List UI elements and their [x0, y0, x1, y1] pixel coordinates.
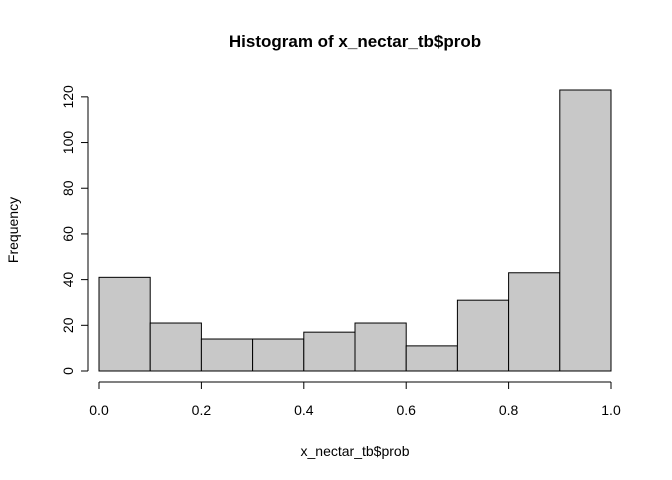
- y-tick-label: 40: [60, 272, 76, 288]
- chart-title: Histogram of x_nectar_tb$prob: [229, 32, 481, 51]
- histogram-bar: [149, 322, 202, 372]
- y-tick-label: 100: [60, 131, 76, 155]
- x-tick-label: 1.0: [601, 402, 621, 418]
- x-tick-label: 0.6: [396, 402, 416, 418]
- histogram-bar: [508, 272, 561, 372]
- x-axis-label: x_nectar_tb$prob: [301, 443, 410, 459]
- histogram-bar: [559, 89, 612, 372]
- histogram-bar: [303, 331, 356, 372]
- y-tick-label: 80: [60, 180, 76, 196]
- x-tick-label: 0.8: [499, 402, 519, 418]
- x-tick-label: 0.0: [89, 402, 109, 418]
- y-tick-label: 60: [60, 226, 76, 242]
- histogram-bar: [354, 322, 407, 372]
- histogram-bar: [252, 338, 305, 372]
- y-axis: 0 20 40 60 80 100 120: [60, 85, 89, 375]
- x-tick-label: 0.2: [192, 402, 212, 418]
- bars-group: [98, 89, 612, 372]
- y-tick-label: 120: [60, 85, 76, 109]
- y-tick-label: 0: [60, 367, 76, 375]
- y-axis-label: Frequency: [5, 197, 21, 263]
- histogram-bar: [456, 299, 510, 372]
- histogram-bar: [98, 276, 151, 372]
- y-tick-label: 20: [60, 317, 76, 333]
- histogram-bar: [405, 345, 458, 372]
- histogram-bar: [200, 338, 254, 372]
- x-axis: 0.0 0.2 0.4 0.6 0.8 1.0: [89, 381, 621, 418]
- x-tick-label: 0.4: [294, 402, 314, 418]
